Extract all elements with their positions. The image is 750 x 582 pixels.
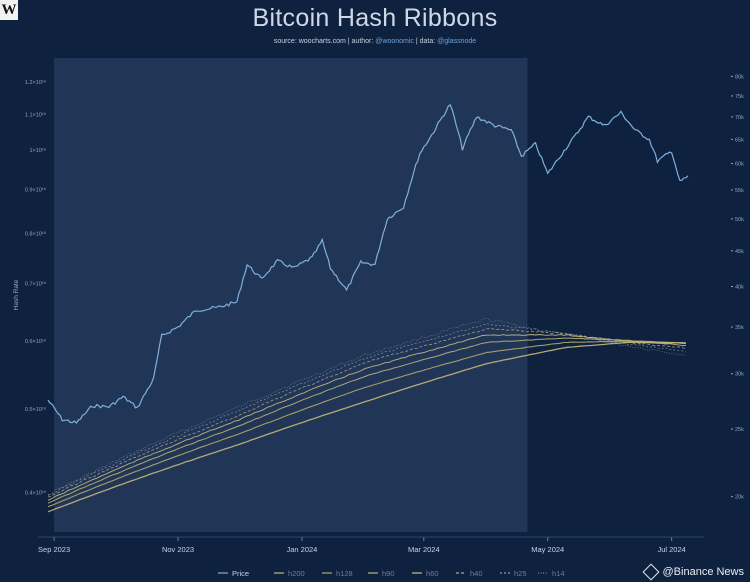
left-tick-label: 0.6×10¹⁸ — [25, 338, 46, 345]
legend-label-h200: h200 — [288, 569, 305, 578]
left-tick-label: 1.1×10¹⁸ — [25, 112, 46, 119]
left-tick-label: 0.5×10¹⁸ — [25, 406, 46, 413]
right-tick-label: 35k — [735, 325, 744, 331]
right-tick-label: 70k — [735, 115, 744, 121]
series-line-h25 — [47, 323, 687, 495]
legend-label-h60: h60 — [426, 569, 439, 578]
series-line-h60 — [47, 334, 686, 501]
right-tick-mark — [731, 496, 733, 498]
series-line-h128 — [47, 340, 686, 508]
legend-label-h128: h128 — [336, 569, 353, 578]
binance-news-watermark: @Binance News — [642, 563, 744, 581]
right-tick-mark — [731, 138, 733, 140]
source-text: woocharts.com — [298, 38, 346, 45]
x-tick-label: Sep 2023 — [38, 545, 70, 554]
right-tick-label: 20k — [735, 495, 744, 501]
right-tick-mark — [731, 189, 733, 191]
legend-label-h90: h90 — [382, 569, 395, 578]
legend-label-h14: h14 — [552, 569, 565, 578]
author-prefix: | author: — [347, 38, 374, 45]
left-tick-label: 1×10¹⁸ — [29, 147, 46, 154]
right-tick-label: 60k — [735, 162, 744, 168]
left-tick-label: 0.7×10¹⁸ — [25, 281, 46, 288]
left-tick-label: 1.2×10¹⁸ — [25, 79, 46, 86]
right-tick-label: 80k — [735, 74, 744, 80]
chart-subtitle: source: woocharts.com | author: @woonomi… — [0, 38, 750, 45]
right-tick-label: 45k — [735, 249, 744, 255]
right-tick-mark — [731, 75, 733, 77]
chart-title: Bitcoin Hash Ribbons — [252, 4, 498, 32]
watermark-text: @Binance News — [662, 566, 744, 578]
x-tick-label: Jul 2024 — [657, 545, 685, 554]
right-tick-label: 40k — [735, 285, 744, 291]
right-tick-mark — [731, 373, 733, 375]
right-tick-mark — [731, 163, 733, 165]
right-tick-label: 75k — [735, 94, 744, 100]
price-line — [47, 103, 689, 424]
left-tick-label: 0.4×10¹⁸ — [25, 490, 46, 497]
right-tick-mark — [731, 428, 733, 430]
right-tick-mark — [731, 286, 733, 288]
data-prefix: | data: — [415, 38, 436, 45]
right-tick-label: 25k — [735, 427, 744, 433]
binance-icon — [642, 563, 660, 581]
woocharts-logo: W — [0, 0, 18, 20]
x-tick-label: May 2024 — [531, 545, 564, 554]
author-link[interactable]: @woonomic — [375, 38, 414, 45]
right-tick-label: 55k — [735, 188, 744, 194]
right-tick-mark — [731, 218, 733, 220]
right-tick-label: 30k — [735, 372, 744, 378]
right-tick-label: 50k — [735, 217, 744, 223]
y-axis-title: Hash Rate — [13, 279, 20, 310]
series-line-h40 — [47, 327, 687, 498]
legend-label-h40: h40 — [470, 569, 483, 578]
right-tick-label: 65k — [735, 137, 744, 143]
data-source-link[interactable]: @glassnode — [437, 38, 477, 45]
right-tick-mark — [731, 116, 733, 118]
right-tick-mark — [731, 95, 733, 97]
x-tick-label: Mar 2024 — [408, 545, 440, 554]
legend-label-Price: Price — [232, 569, 249, 578]
highlight-band — [54, 58, 528, 532]
left-tick-label: 0.9×10¹⁸ — [25, 187, 46, 194]
series-line-h14 — [47, 317, 686, 497]
source-prefix: source: — [273, 38, 297, 45]
x-tick-label: Nov 2023 — [162, 545, 194, 554]
legend-label-h25: h25 — [514, 569, 527, 578]
series-line-h90 — [47, 337, 686, 504]
series-line-h200 — [47, 341, 686, 513]
right-tick-mark — [731, 326, 733, 328]
right-tick-mark — [731, 250, 733, 252]
x-tick-label: Jan 2024 — [286, 545, 317, 554]
left-tick-label: 0.8×10¹⁸ — [25, 231, 46, 238]
